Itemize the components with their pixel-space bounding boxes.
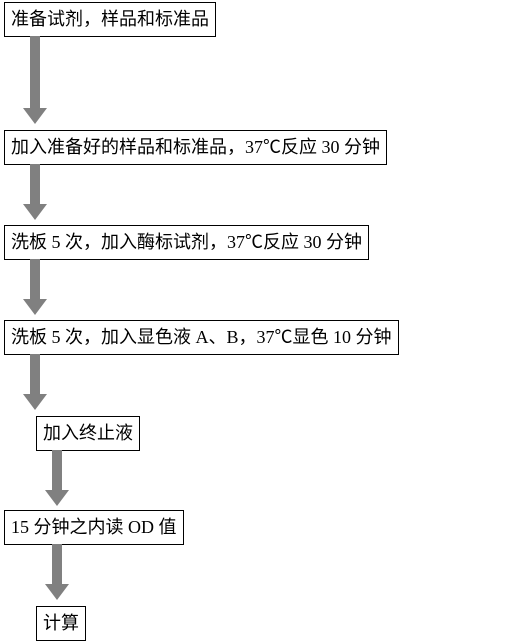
flow-step-3: 洗板 5 次，加入酶标试剂，37℃反应 30 分钟 (4, 225, 369, 260)
flow-step-2-label: 加入准备好的样品和标准品，37℃反应 30 分钟 (11, 137, 380, 157)
flow-step-4: 洗板 5 次，加入显色液 A、B，37℃显色 10 分钟 (4, 320, 399, 355)
flow-step-5: 加入终止液 (36, 416, 140, 451)
flow-step-4-label: 洗板 5 次，加入显色液 A、B，37℃显色 10 分钟 (11, 327, 392, 347)
flow-step-6-label: 15 分钟之内读 OD 值 (11, 517, 177, 537)
flow-step-1: 准备试剂，样品和标准品 (4, 2, 216, 37)
flow-step-1-label: 准备试剂，样品和标准品 (11, 9, 209, 29)
flow-step-5-label: 加入终止液 (43, 423, 133, 443)
flow-step-7-label: 计算 (43, 613, 79, 633)
flow-step-2: 加入准备好的样品和标准品，37℃反应 30 分钟 (4, 130, 387, 165)
flow-step-6: 15 分钟之内读 OD 值 (4, 510, 184, 545)
flow-step-7: 计算 (36, 606, 86, 641)
flow-step-3-label: 洗板 5 次，加入酶标试剂，37℃反应 30 分钟 (11, 232, 362, 252)
